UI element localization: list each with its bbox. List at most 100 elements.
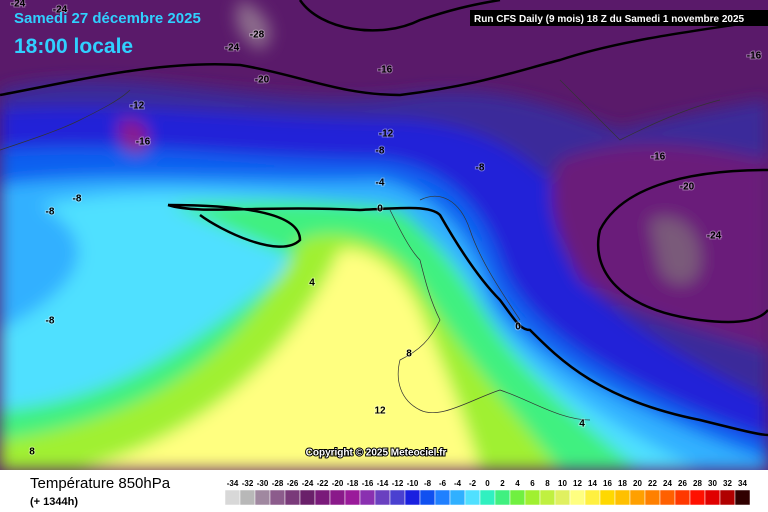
- legend-value: 18: [618, 479, 627, 488]
- legend-swatch: [494, 489, 511, 506]
- contour-label: -24: [707, 231, 722, 242]
- legend-swatch: [389, 489, 406, 506]
- contour-label: 12: [374, 406, 386, 417]
- contours: [0, 0, 768, 437]
- contour-label: -24: [53, 5, 68, 16]
- contour-label: -24: [11, 0, 26, 10]
- legend-value: -10: [407, 479, 419, 488]
- run-box: [470, 10, 768, 26]
- legend-value: -16: [362, 479, 374, 488]
- legend-value: -12: [392, 479, 404, 488]
- legend-swatch: [359, 489, 376, 506]
- legend-swatch: [434, 489, 451, 506]
- legend-value: 34: [738, 479, 747, 488]
- contour-label: -8: [476, 163, 485, 174]
- legend-swatch: [479, 489, 496, 506]
- legend-swatch: [314, 489, 331, 506]
- legend-value: -28: [272, 479, 284, 488]
- contour-label: -4: [376, 178, 385, 189]
- contour-label: -8: [73, 194, 82, 205]
- time-label: 18:00 locale: [14, 35, 133, 58]
- legend-value: 30: [708, 479, 717, 488]
- legend-value: -24: [302, 479, 314, 488]
- legend-swatch: [569, 489, 586, 506]
- legend-swatch: [524, 489, 541, 506]
- legend-value: 0: [485, 479, 490, 488]
- legend-value: 20: [633, 479, 642, 488]
- legend-swatch: [689, 489, 706, 506]
- contour-label: -8: [376, 146, 385, 157]
- contour-label: 8: [29, 447, 35, 458]
- map: -24 -24 -28 -24 -20 -16 -16 -12 -16 -12 -8 -16 -8 -4 -…: [0, 0, 768, 470]
- legend-value: 28: [693, 479, 702, 488]
- contour-label: -20: [255, 75, 270, 86]
- legend-value: 16: [603, 479, 612, 488]
- contour-label: -16: [747, 51, 762, 62]
- legend-value: -22: [317, 479, 329, 488]
- legend-value: 2: [500, 479, 505, 488]
- legend-value: 8: [545, 479, 550, 488]
- contour-label: -16: [378, 65, 393, 76]
- contour-label: -8: [46, 316, 55, 327]
- legend-swatch: [539, 489, 556, 506]
- legend-value: -20: [332, 479, 344, 488]
- legend-swatch: [554, 489, 571, 506]
- legend-swatch: [674, 489, 691, 506]
- legend-value: -2: [469, 479, 477, 488]
- legend-swatch: [644, 489, 661, 506]
- legend-swatch: [584, 489, 601, 506]
- legend-swatch: [284, 489, 301, 506]
- legend-swatch: [719, 489, 736, 506]
- legend-swatch: [629, 489, 646, 506]
- contour-label: -28: [250, 30, 265, 41]
- legend-swatch: [404, 489, 421, 506]
- legend-value: 4: [515, 479, 520, 488]
- legend-swatch: [449, 489, 466, 506]
- footer-lead: (+ 1344h): [30, 496, 78, 508]
- legend-value: 32: [723, 479, 732, 488]
- legend-swatch: [659, 489, 676, 506]
- legend-value: -4: [454, 479, 462, 488]
- legend-value: -14: [377, 479, 389, 488]
- contour-label: 0: [377, 204, 383, 215]
- contour-label: -12: [379, 129, 394, 140]
- date-label: Samedi 27 décembre 2025: [14, 10, 201, 27]
- contour-label: -16: [136, 137, 151, 148]
- copyright: Copyright © 2025 Meteociel.fr: [306, 448, 447, 459]
- legend-swatch: [419, 489, 436, 506]
- legend-swatch: [734, 489, 751, 506]
- legend-value: 24: [663, 479, 672, 488]
- legend-value: 12: [573, 479, 582, 488]
- legend-value: -32: [242, 479, 254, 488]
- contour-label: -16: [651, 152, 666, 163]
- color-legend: -34 -32 -30 -28 -26 -24 -22 -20 -18 -16 -14 -12 -10-…: [224, 479, 751, 506]
- contour-label: -24: [225, 43, 240, 54]
- legend-value: -26: [287, 479, 299, 488]
- legend-value: 6: [530, 479, 535, 488]
- run-label: Run CFS Daily (9 mois) 18 Z du Samedi 1 …: [474, 14, 745, 25]
- coastlines: [0, 79, 721, 421]
- legend-value: -18: [347, 479, 359, 488]
- contour-label: 4: [579, 419, 585, 430]
- legend-swatch: [614, 489, 631, 506]
- contour-label: 0: [515, 322, 521, 333]
- legend-swatch: [329, 489, 346, 506]
- legend-value: 22: [648, 479, 657, 488]
- legend-swatch: [224, 489, 241, 506]
- legend-swatch: [509, 489, 526, 506]
- legend-swatch: [269, 489, 286, 506]
- legend-swatch: [704, 489, 721, 506]
- legend-swatch: [299, 489, 316, 506]
- legend-swatch: [239, 489, 256, 506]
- contour-label: 4: [309, 278, 315, 289]
- legend-swatch: [464, 489, 481, 506]
- legend-value: -30: [257, 479, 269, 488]
- legend-value: -6: [439, 479, 447, 488]
- legend-swatch: [374, 489, 391, 506]
- legend-swatch: [254, 489, 271, 506]
- legend-value: -8: [424, 479, 432, 488]
- contour-labels: -24 -24 -28 -24 -20 -16 -16 -12 -16 -12 -8 -16 -8 -4 -…: [10, 0, 763, 459]
- legend-value: 14: [588, 479, 597, 488]
- contour-label: -20: [680, 182, 695, 193]
